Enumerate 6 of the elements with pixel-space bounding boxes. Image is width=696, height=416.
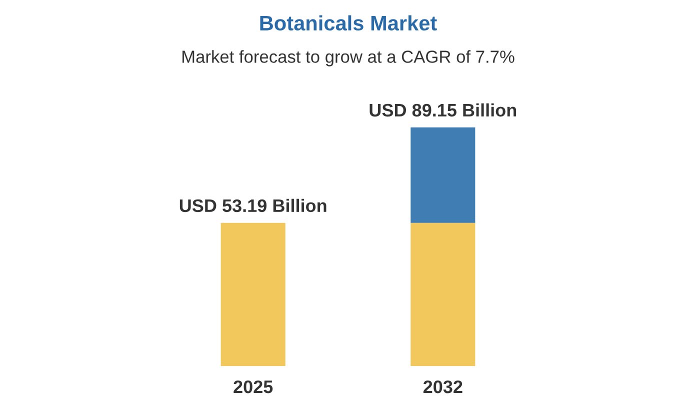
total-label: USD 89.15 Billion <box>370 103 516 117</box>
chart-subtitle: Market forecast to grow at a CAGR of 7.7% <box>182 50 514 66</box>
chart-title: Botanicals Market <box>260 15 437 31</box>
total-label: USD 53.19 Billion <box>180 198 326 212</box>
x-tick-label: 2025 <box>234 380 273 394</box>
x-tick-label: 2032 <box>423 380 462 394</box>
